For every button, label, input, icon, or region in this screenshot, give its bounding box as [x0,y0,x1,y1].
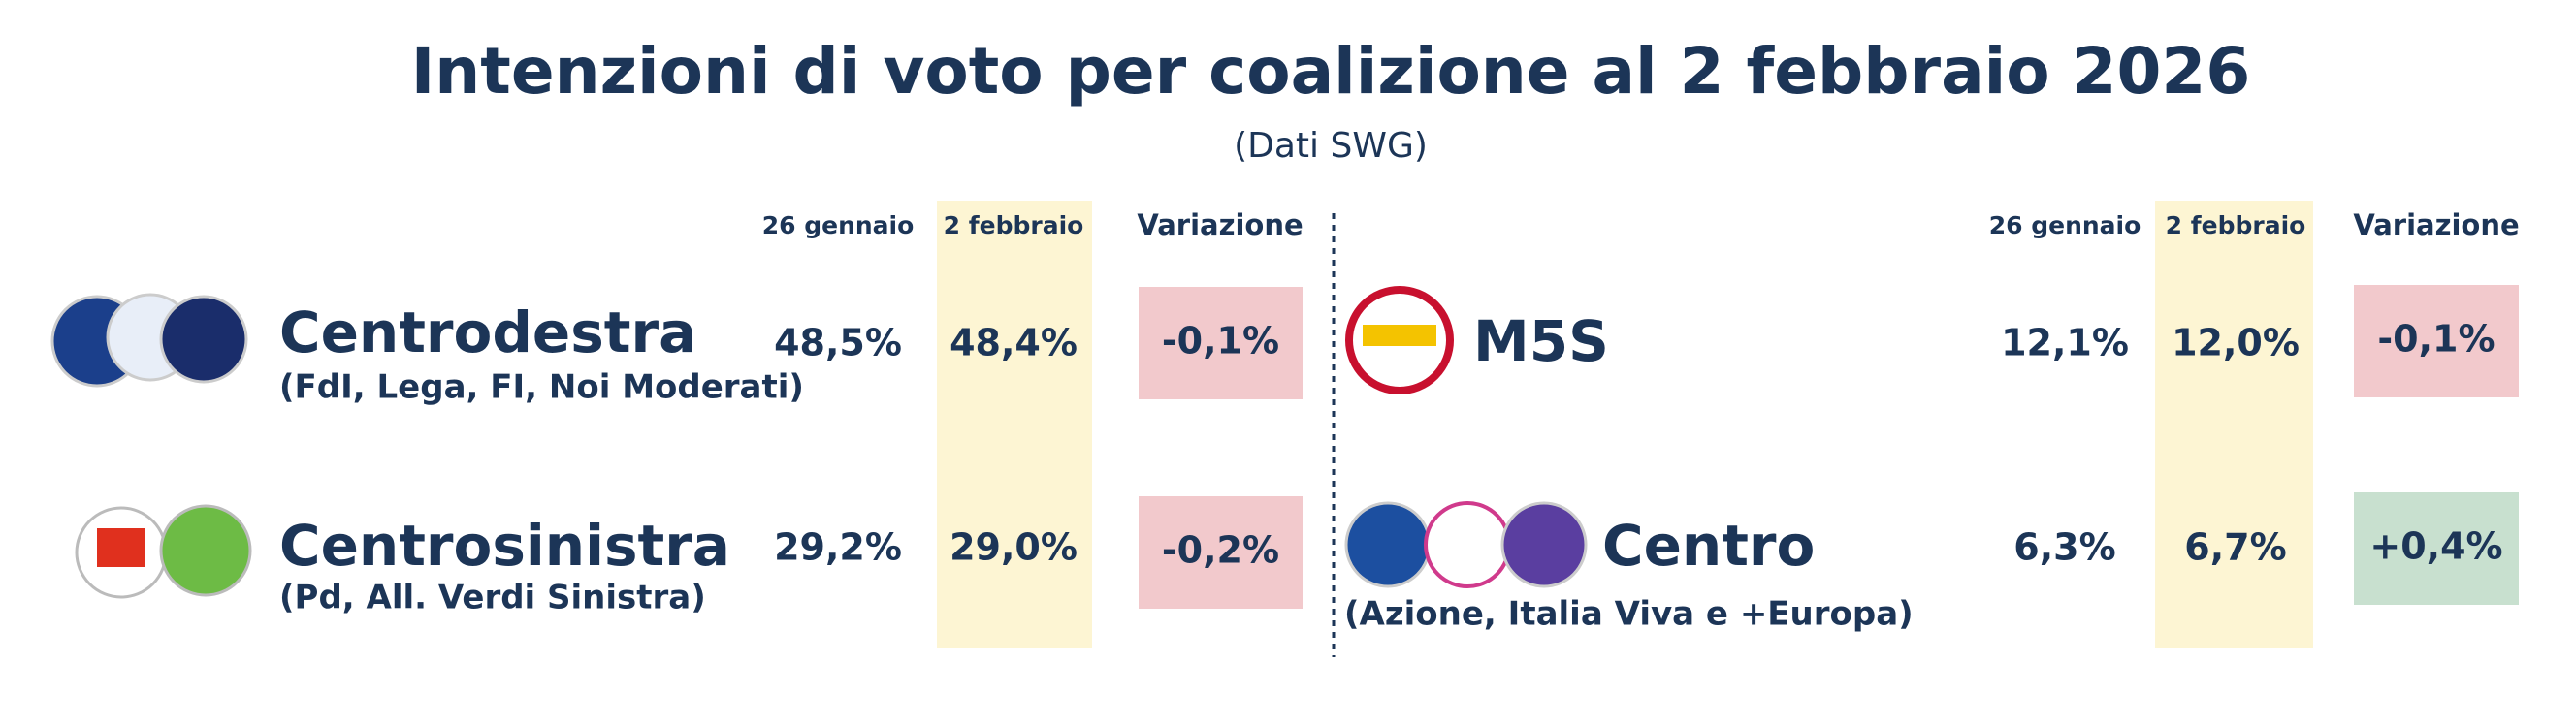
title: Intenzioni di voto per coalizione al 2 f… [411,34,2251,109]
logo-mark [1363,325,1436,346]
change-value: -0,1% [1162,320,1279,362]
change-box [1139,287,1303,399]
change-value: -0,1% [2377,318,2495,361]
coalition-name: M5S [1473,308,1609,374]
column-header: Variazione [2353,208,2519,241]
coalition-name: Centrosinistra [279,513,730,579]
subtitle: (Dati SWG) [1234,126,1428,166]
column-header: Variazione [1137,208,1303,241]
coalition-parties: (Azione, Italia Viva e +Europa) [1344,595,1914,634]
change-box [2354,492,2519,605]
value-feb2: 29,0% [950,526,1078,569]
value-jan26: 12,1% [2001,322,2129,364]
logo [1500,501,1588,588]
coalition-parties: (FdI, Lega, FI, Noi Moderati) [279,368,804,407]
value-feb2: 6,7% [2184,526,2286,569]
change-value: +0,4% [2369,525,2502,568]
coalition-name: Centrodestra [279,299,696,365]
value-feb2: 12,0% [2172,322,2300,364]
highlight-column [937,201,1092,648]
change-box [2354,285,2519,397]
column-header: 26 gennaio [1989,211,2141,239]
column-header: 26 gennaio [762,211,915,239]
logos [50,286,1588,599]
highlight-column [2155,201,2313,648]
value-jan26: 48,5% [774,322,902,364]
change-value: -0,2% [1162,529,1279,572]
coalition-parties: (Pd, All. Verdi Sinistra) [279,579,706,617]
logo [1424,501,1511,588]
logo [1344,501,1432,588]
logo [159,295,248,384]
column-header: 2 febbraio [2166,211,2306,239]
column-header: 2 febbraio [944,211,1084,239]
value-jan26: 29,2% [774,526,902,569]
change-box [1139,496,1303,609]
logo-mark [97,528,145,567]
logo [159,504,252,597]
value-jan26: 6,3% [2013,526,2115,569]
coalition-name: Centro [1602,513,1815,579]
value-feb2: 48,4% [950,322,1078,364]
